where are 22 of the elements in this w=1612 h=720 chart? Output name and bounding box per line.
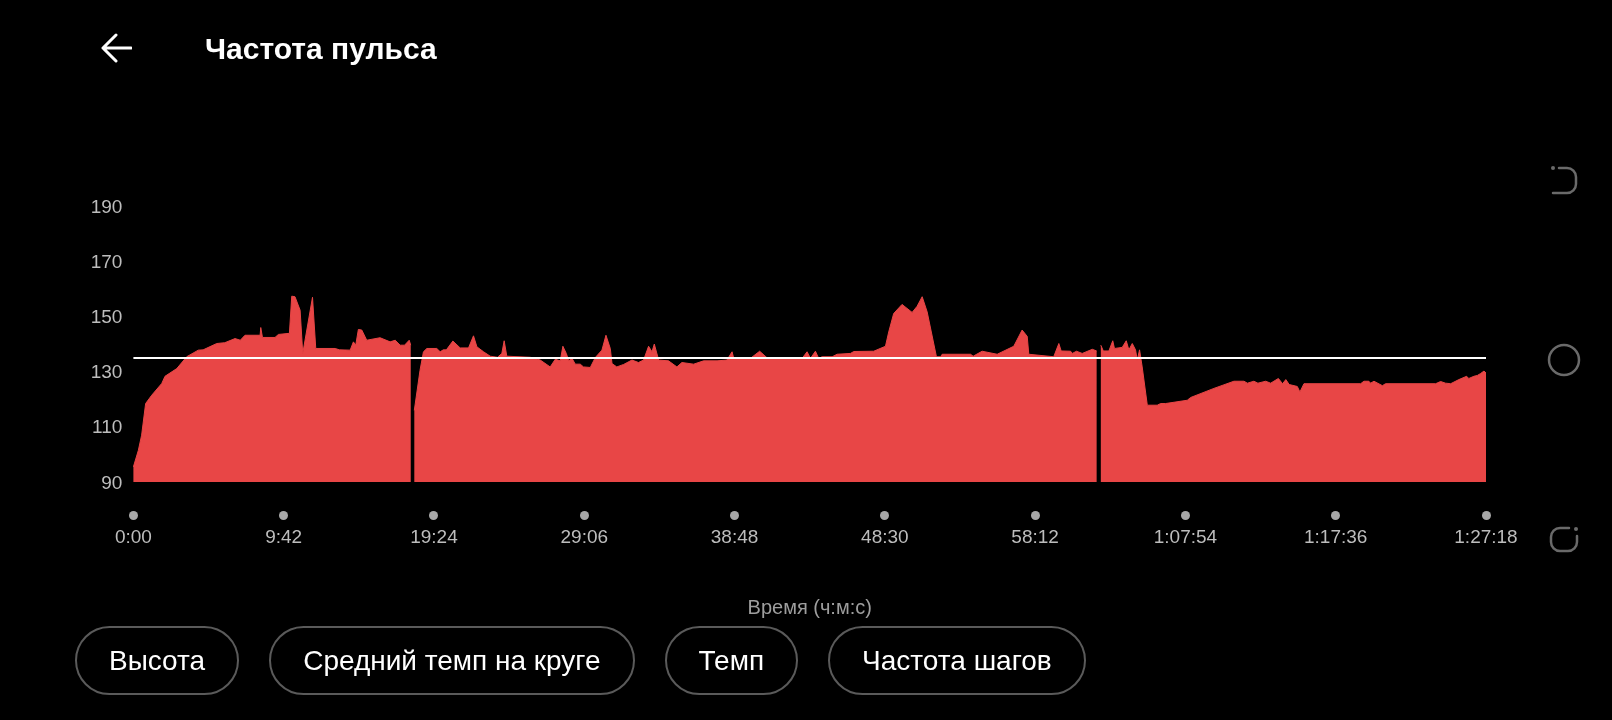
x-tick-label: 38:48 [710,526,759,547]
x-tick-label: 1:07:54 [1153,526,1218,547]
x-tick-label: 9:42 [265,526,303,547]
x-axis-title: Время (ч:м:с) [747,596,872,618]
x-tick-label: 19:24 [410,526,459,547]
y-tick-label: 170 [90,251,123,273]
chart-title: Частота пульса [205,31,437,67]
y-tick-label: 150 [90,306,123,328]
y-tick-label: 130 [90,361,123,383]
x-tick-label: 48:30 [861,526,909,547]
pill-button[interactable]: Средний темп на круге [269,626,635,695]
x-tick-label: 58:12 [1011,526,1059,547]
pill-button[interactable]: Частота шагов [828,626,1086,695]
x-tick-label: 1:27:18 [1454,526,1518,547]
x-tick-label: 1:17:36 [1304,526,1368,547]
y-tick-label: 190 [90,196,123,218]
x-tick-label: 29:06 [560,526,609,547]
pill-button[interactable]: Высота [75,626,240,695]
y-tick-label: 90 [101,471,123,493]
x-tick-label: 0:00 [114,526,152,547]
pill-button[interactable]: Темп [664,626,799,695]
y-tick-label: 110 [92,416,123,438]
